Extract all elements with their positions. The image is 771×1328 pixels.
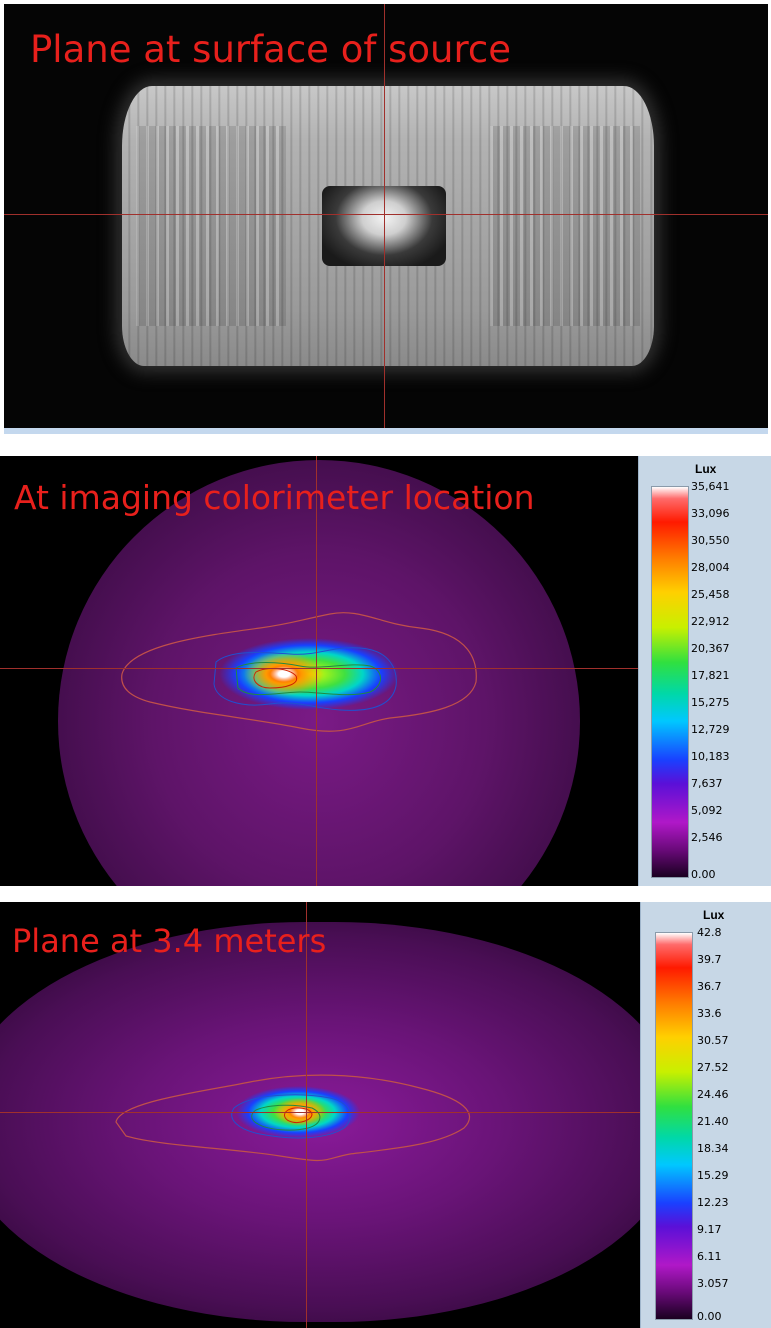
panel-title: Plane at surface of source <box>30 28 511 71</box>
legend-tick: 0.00 <box>697 1310 722 1323</box>
panel-title: Plane at 3.4 meters <box>12 922 327 960</box>
illuminance-map: Plane at 3.4 meters <box>0 902 640 1328</box>
legend-tick: 22,912 <box>691 615 730 628</box>
legend-tick: 27.52 <box>697 1061 729 1074</box>
panel-divider <box>4 428 768 434</box>
legend-unit: Lux <box>695 462 717 476</box>
legend-tick: 28,004 <box>691 561 730 574</box>
legend-tick: 12,729 <box>691 723 730 736</box>
legend-tick: 5,092 <box>691 804 723 817</box>
crosshair-horizontal <box>0 668 638 669</box>
source-photograph: Plane at surface of source <box>4 4 768 428</box>
legend-tick: 18.34 <box>697 1142 729 1155</box>
legend-tick: 17,821 <box>691 669 730 682</box>
legend-tick: 2,546 <box>691 831 723 844</box>
legend-tick: 39.7 <box>697 953 722 966</box>
legend-tick: 33.6 <box>697 1007 722 1020</box>
legend-tick: 7,637 <box>691 777 723 790</box>
legend-color-bar <box>655 932 693 1320</box>
source-surface-panel: Plane at surface of source <box>0 0 771 436</box>
crosshair-horizontal <box>0 1112 640 1113</box>
plane-3-4-meters-panel: Plane at 3.4 meters Lux 42.8 39.7 36.7 3… <box>0 902 771 1328</box>
legend-tick: 9.17 <box>697 1223 722 1236</box>
crosshair-vertical <box>384 4 385 428</box>
legend-tick: 6.11 <box>697 1250 722 1263</box>
lamp-reflector-left <box>136 126 286 326</box>
legend-tick: 30,550 <box>691 534 730 547</box>
lamp-reflector-right <box>490 126 640 326</box>
lamp-image <box>122 86 654 366</box>
legend-tick: 36.7 <box>697 980 722 993</box>
illuminance-map: At imaging colorimeter location <box>0 456 638 886</box>
legend-tick: 12.23 <box>697 1196 729 1209</box>
color-scale-legend: Lux 35,641 33,096 30,550 28,004 25,458 2… <box>638 456 771 886</box>
legend-tick: 33,096 <box>691 507 730 520</box>
colorimeter-location-panel: At imaging colorimeter location Lux 35,6… <box>0 456 771 886</box>
legend-tick: 24.46 <box>697 1088 729 1101</box>
legend-color-bar <box>651 486 689 878</box>
crosshair-vertical <box>306 902 307 1328</box>
legend-unit: Lux <box>703 908 725 922</box>
legend-tick: 0.00 <box>691 868 716 881</box>
legend-tick: 25,458 <box>691 588 730 601</box>
legend-tick: 15.29 <box>697 1169 729 1182</box>
legend-tick: 3.057 <box>697 1277 729 1290</box>
legend-tick: 10,183 <box>691 750 730 763</box>
crosshair-vertical <box>316 456 317 886</box>
legend-tick: 42.8 <box>697 926 722 939</box>
color-scale-legend: Lux 42.8 39.7 36.7 33.6 30.57 27.52 24.4… <box>640 902 771 1328</box>
legend-tick: 35,641 <box>691 480 730 493</box>
hotspot <box>214 634 404 714</box>
crosshair-horizontal <box>4 214 768 215</box>
panel-title: At imaging colorimeter location <box>14 478 535 517</box>
legend-tick: 30.57 <box>697 1034 729 1047</box>
legend-tick: 21.40 <box>697 1115 729 1128</box>
legend-tick: 20,367 <box>691 642 730 655</box>
legend-tick: 15,275 <box>691 696 730 709</box>
